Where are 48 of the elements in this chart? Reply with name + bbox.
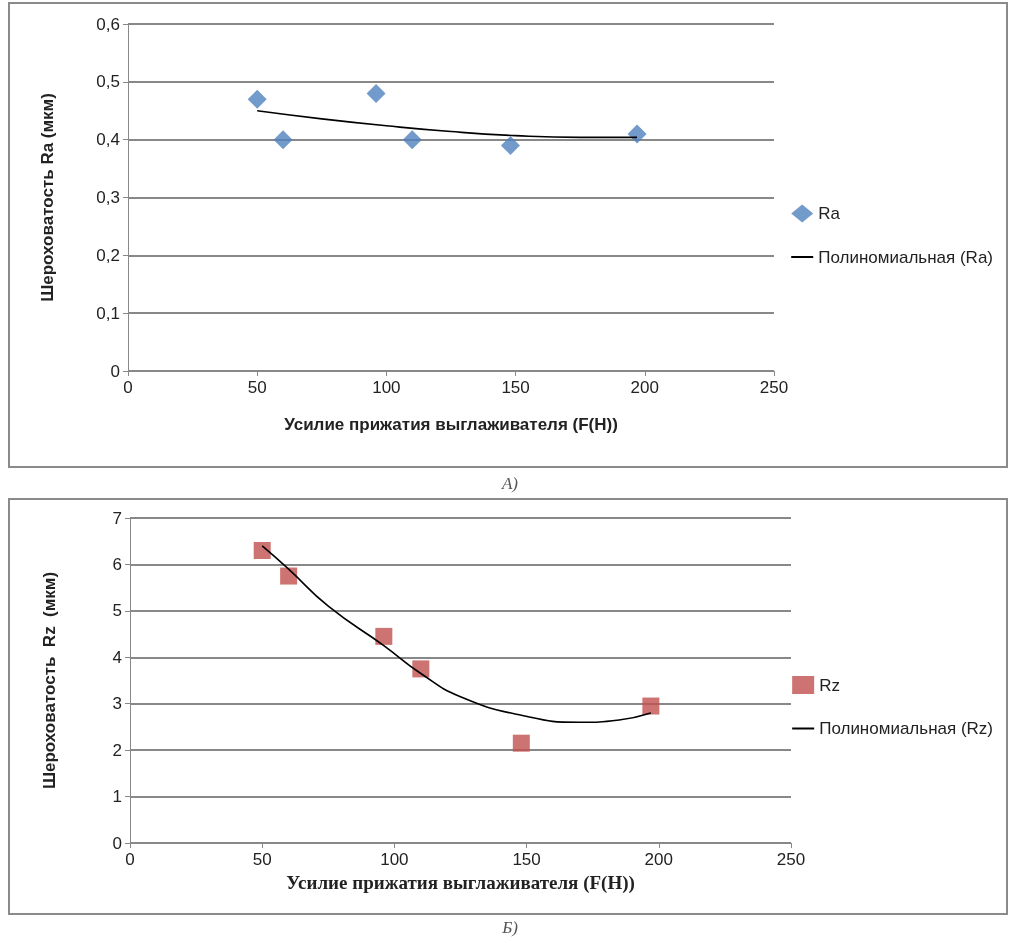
x-tick-label: 100: [380, 850, 409, 869]
text: Б): [501, 918, 519, 938]
y-tick-label: 0,3: [96, 188, 120, 207]
y-tick-label: 0,5: [96, 72, 120, 92]
y-tick-label: 0: [112, 833, 122, 853]
x-axis-title: Усилие прижатия выглаживателя (F(H)): [286, 871, 635, 894]
point: [500, 135, 520, 155]
legend-label: Полиномиальная (Ra): [818, 247, 994, 267]
y-tick-label: 0: [110, 361, 120, 381]
x-tick-label: 150: [501, 378, 530, 397]
x-tick-label: 250: [759, 378, 789, 397]
text: А): [500, 474, 519, 494]
x-tick-label: 250: [776, 850, 806, 869]
point: [512, 734, 530, 752]
y-tick-label: 0,6: [96, 14, 120, 34]
point: [366, 83, 386, 103]
y-tick-label: 5: [112, 601, 122, 621]
point: [375, 627, 393, 645]
point: [247, 89, 267, 109]
x-tick-label: 100: [372, 378, 401, 397]
y-tick-label: 0,2: [96, 245, 120, 265]
y-axis-title: Шероховатость Ra (мкм): [38, 93, 57, 302]
x-tick-label: 50: [247, 378, 267, 397]
y-tick-label: 1: [112, 787, 122, 807]
point: [253, 542, 271, 559]
y-tick-label: 7: [112, 508, 122, 528]
legend-label: Rz: [819, 675, 840, 695]
point: [627, 124, 647, 144]
x-tick-label: 0: [125, 850, 135, 869]
y-axis-title: Шероховатость Rz (мкм): [40, 571, 59, 790]
y-tick-label: 0,4: [96, 130, 120, 150]
x-axis-title: Усилие прижатия выглаживателя (F(H)): [284, 415, 618, 434]
x-tick-label: 150: [512, 850, 541, 869]
y-tick-label: 0,1: [96, 303, 120, 323]
x-tick-label: 200: [644, 850, 673, 869]
y-tick-label: 4: [112, 647, 122, 667]
point: [642, 697, 660, 715]
point: [402, 130, 422, 150]
legend-label: Ra: [818, 204, 841, 223]
point: [280, 567, 298, 585]
point: [273, 130, 293, 150]
legend-label: Полиномиальная (Rz): [819, 719, 993, 738]
x-tick-label: 200: [630, 378, 659, 397]
y-tick-label: 6: [112, 554, 122, 574]
y-tick-label: 2: [112, 740, 122, 760]
x-tick-label: 50: [252, 850, 272, 869]
point: [412, 660, 430, 678]
y-tick-label: 3: [112, 694, 122, 714]
